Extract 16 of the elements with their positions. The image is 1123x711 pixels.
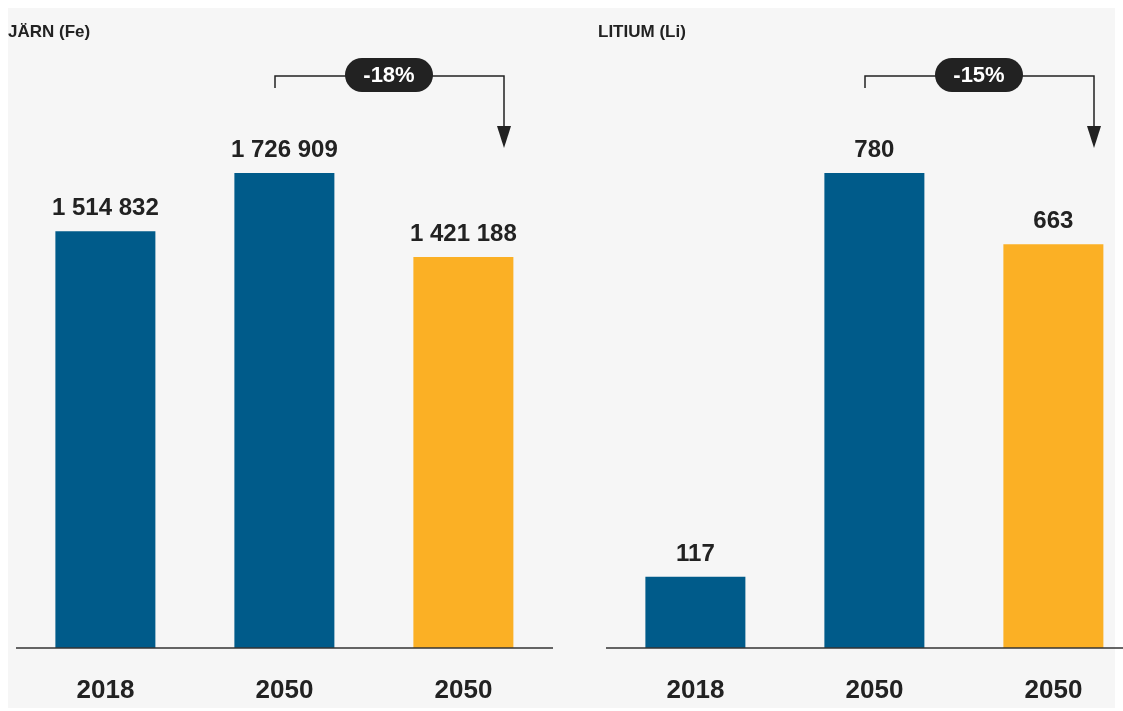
x-tick-label: 2050 <box>255 674 314 705</box>
x-tick-label: 2018 <box>76 674 135 705</box>
text: -18% <box>345 58 433 92</box>
chart-title: LITIUM (Li) <box>598 22 686 42</box>
data-label: 663 <box>1033 206 1074 234</box>
data-label: 1 726 909 <box>230 135 338 162</box>
x-tick-label: 2050 <box>1024 674 1083 705</box>
data-label: 1 514 832 <box>51 193 159 221</box>
x-tick-label: 2050 <box>434 674 493 705</box>
data-label: 1 421 188 <box>409 219 517 247</box>
x-tick-label: 2018 <box>666 674 725 705</box>
chart-title: JÄRN (Fe) <box>8 22 91 42</box>
text: -15% <box>935 58 1023 92</box>
x-tick-label: 2050 <box>845 674 904 705</box>
data-label: 780 <box>854 135 895 162</box>
data-label: 117 <box>676 538 715 566</box>
